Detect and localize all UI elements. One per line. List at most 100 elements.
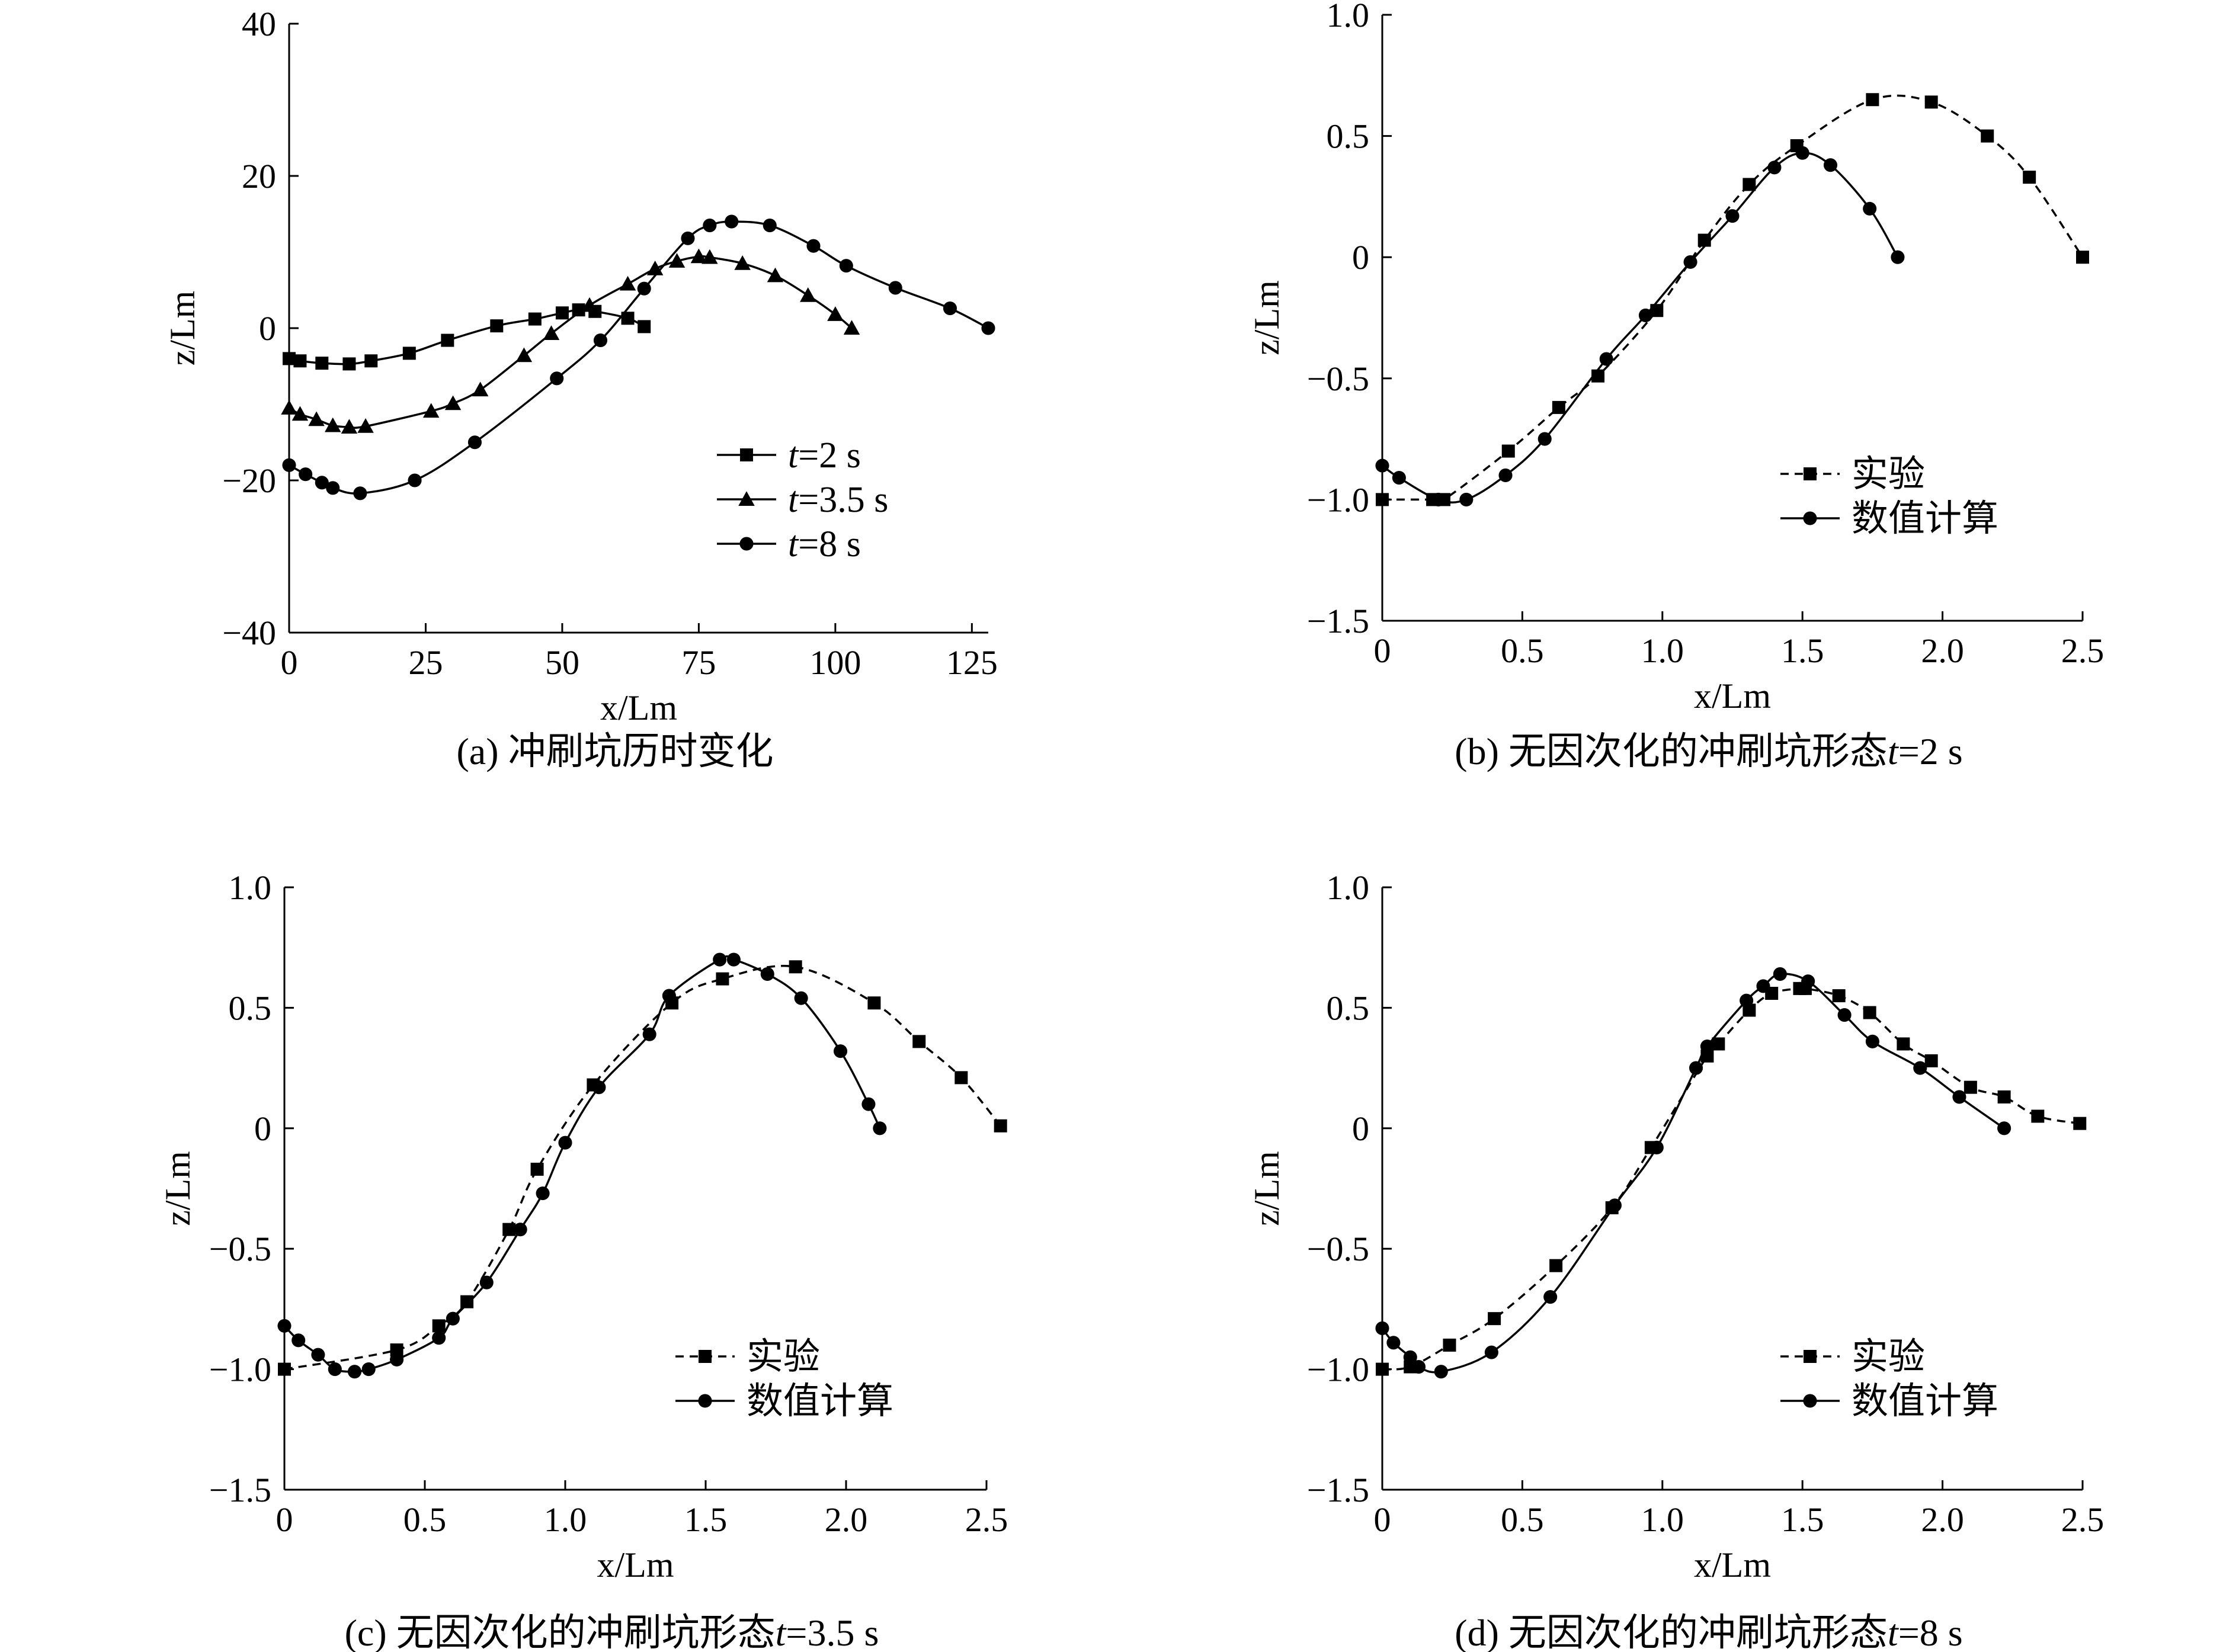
x-tick-label: 2.5 bbox=[2061, 631, 2105, 670]
data-point bbox=[1924, 1054, 1938, 1067]
data-point bbox=[555, 306, 569, 320]
data-point bbox=[543, 325, 560, 340]
data-point bbox=[515, 347, 533, 363]
y-tick-label: −0.5 bbox=[1307, 1230, 1369, 1268]
data-point bbox=[2076, 251, 2089, 264]
caption: (d) 无因次化的冲刷坑形态t=8 s bbox=[1455, 1612, 1962, 1652]
x-tick-label: 0 bbox=[1374, 631, 1391, 670]
data-point bbox=[308, 411, 325, 426]
data-point bbox=[1537, 432, 1552, 446]
data-point bbox=[1501, 444, 1515, 458]
data-point bbox=[502, 1223, 516, 1236]
x-tick-label: 1.5 bbox=[684, 1500, 728, 1539]
data-point bbox=[681, 231, 695, 245]
data-point bbox=[441, 333, 454, 347]
legend-marker bbox=[699, 1350, 712, 1363]
y-tick-label: 0.5 bbox=[1327, 989, 1370, 1027]
data-point bbox=[536, 1186, 550, 1201]
series-数值计算 bbox=[277, 952, 887, 1379]
caption: (c) 无因次化的冲刷坑形态t=3.5 s bbox=[345, 1612, 879, 1652]
legend-marker bbox=[1803, 1394, 1817, 1408]
y-tick-label: −20 bbox=[222, 461, 276, 500]
data-point bbox=[292, 406, 309, 421]
data-point bbox=[789, 960, 802, 974]
data-point bbox=[1952, 1090, 1966, 1104]
data-point bbox=[328, 1362, 342, 1377]
legend-label: 数值计算 bbox=[1852, 1381, 1998, 1422]
legend-marker bbox=[738, 491, 755, 506]
data-point bbox=[1863, 1006, 1876, 1019]
series-t=3.5 s bbox=[281, 248, 860, 434]
x-axis-label: x/Lm bbox=[1694, 1545, 1771, 1584]
data-point bbox=[1866, 93, 1879, 107]
data-point bbox=[1392, 471, 1406, 485]
chart-panel-c: 0 0.5 1.0 1.5 2.0 2.5 −1.5 −1.0 −0.5 0 0.5 1.0 x/Lm z… bbox=[158, 868, 1008, 1652]
data-point bbox=[1997, 1090, 2011, 1104]
data-point bbox=[839, 259, 853, 273]
data-point bbox=[1712, 1037, 1725, 1051]
data-point bbox=[1773, 967, 1787, 981]
series-line bbox=[1381, 152, 1899, 504]
data-point bbox=[1823, 158, 1838, 172]
data-point bbox=[460, 1295, 474, 1308]
data-point bbox=[1488, 1312, 1501, 1326]
x-tick-label: 2.5 bbox=[965, 1500, 1008, 1539]
legend-label: 实验 bbox=[747, 1337, 820, 1377]
data-point bbox=[713, 952, 727, 967]
data-point bbox=[364, 354, 378, 368]
data-point bbox=[572, 303, 585, 317]
data-point bbox=[1411, 1359, 1426, 1374]
data-point bbox=[827, 306, 844, 321]
data-point bbox=[619, 275, 636, 291]
legend-label: 实验 bbox=[1852, 454, 1925, 495]
data-point bbox=[1897, 1037, 1910, 1051]
data-point bbox=[315, 476, 329, 490]
data-point bbox=[1607, 1198, 1622, 1212]
data-point bbox=[1543, 1290, 1558, 1304]
data-point bbox=[760, 967, 774, 981]
data-point bbox=[558, 1135, 572, 1150]
data-point bbox=[1795, 146, 1809, 160]
series-实验 bbox=[1376, 981, 2087, 1376]
data-point bbox=[581, 297, 598, 312]
data-point bbox=[833, 1044, 848, 1058]
x-tick-label: 2.0 bbox=[825, 1500, 868, 1539]
legend-marker bbox=[698, 1394, 712, 1408]
x-tick-label: 1.0 bbox=[1641, 1500, 1684, 1539]
y-tick-label: 0 bbox=[254, 1109, 271, 1148]
data-point bbox=[668, 253, 686, 268]
y-tick-label: 40 bbox=[242, 5, 276, 43]
data-point bbox=[2023, 171, 2036, 184]
data-point bbox=[293, 354, 307, 368]
data-point bbox=[662, 989, 676, 1003]
series-line bbox=[284, 964, 1002, 1371]
data-point bbox=[1863, 201, 1877, 216]
x-axis-label: x/Lm bbox=[1694, 676, 1771, 716]
data-point bbox=[1403, 1350, 1417, 1364]
data-point bbox=[861, 1097, 876, 1111]
legend-label: t=3.5 s bbox=[788, 480, 888, 520]
data-point bbox=[763, 218, 777, 233]
data-point bbox=[1434, 1365, 1448, 1379]
data-point bbox=[593, 333, 608, 348]
y-tick-label: −40 bbox=[222, 614, 276, 652]
data-point bbox=[550, 371, 564, 386]
legend-marker bbox=[740, 448, 753, 461]
data-point bbox=[467, 435, 482, 450]
data-point bbox=[1443, 1338, 1456, 1352]
data-point bbox=[282, 458, 296, 472]
data-point bbox=[642, 1027, 656, 1041]
data-point bbox=[353, 486, 367, 501]
data-point bbox=[402, 347, 416, 360]
data-point bbox=[1740, 993, 1754, 1008]
data-point bbox=[299, 467, 313, 482]
data-point bbox=[794, 991, 808, 1005]
x-axis-label: x/Lm bbox=[597, 1545, 674, 1584]
data-point bbox=[281, 400, 297, 415]
legend-marker bbox=[1803, 511, 1817, 525]
x-axis-label: x/Lm bbox=[600, 688, 677, 727]
data-point bbox=[943, 301, 957, 316]
data-point bbox=[361, 1362, 376, 1377]
data-point bbox=[1832, 989, 1846, 1003]
